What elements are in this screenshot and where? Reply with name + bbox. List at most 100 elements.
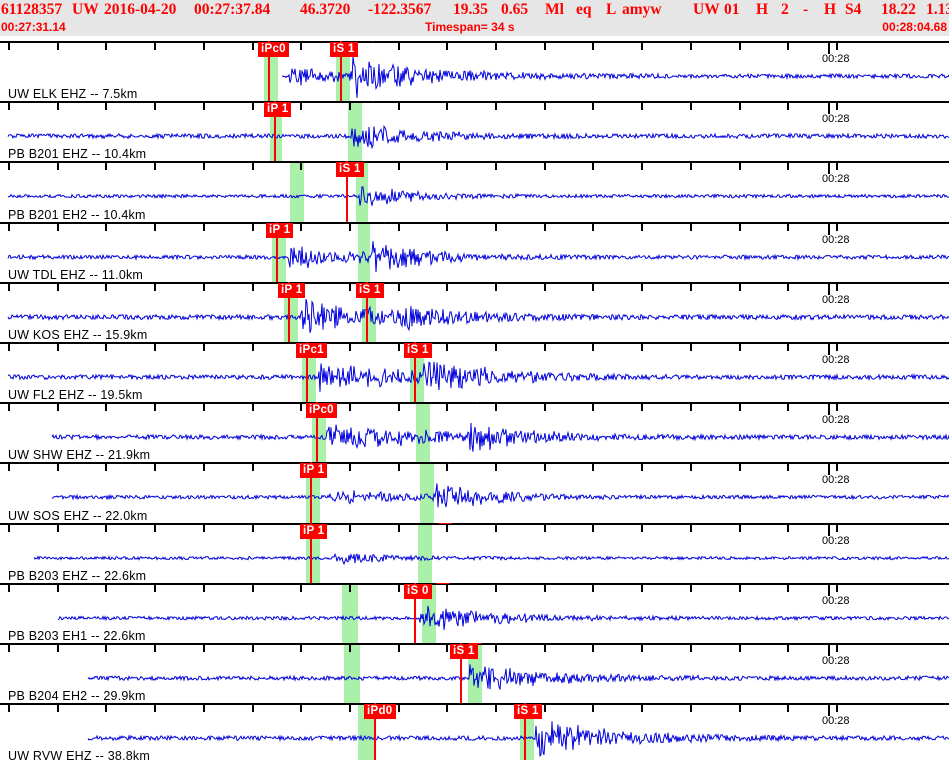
phase-pick-label[interactable]: iS 1 [336,162,364,178]
axis-tick [495,161,497,171]
axis-tick [739,703,741,713]
trace-row[interactable]: 00:28 iPd0 iS 1 UW RVW EHZ -- 38.8km [0,703,949,760]
waveform-trace [281,56,949,98]
axis-tick [592,221,594,231]
axis-tick [495,221,497,231]
axis-tick-label: 00:28 [822,173,850,186]
time-axis [0,462,949,465]
phase-pick-label[interactable]: iPc0 [306,403,337,419]
axis-tick [105,402,107,412]
phase-pick-marker [310,402,324,404]
phase-pick-line[interactable] [276,221,278,284]
axis-tick [105,101,107,111]
phase-pick-label[interactable]: iP 1 [266,222,294,238]
trace-row[interactable]: 00:28 iP 1 iS 1 UW KOS EHZ -- 15.9km [0,281,949,346]
event-origin-time: 00:27:37.84 [194,1,271,18]
phase-pick-line[interactable] [366,281,368,344]
axis-tick [495,522,497,532]
event-dash: - [803,1,809,18]
axis-tick [300,161,302,171]
phase-pick-label[interactable]: iS 1 [330,42,358,57]
axis-tick [154,41,156,50]
axis-tick [398,703,400,713]
trace-row[interactable]: 00:28 iP 1 PB B203 EHZ -- 22.6km [0,522,949,587]
axis-tick [398,161,400,171]
axis-tick-label: 00:28 [822,715,850,728]
phase-pick-line[interactable] [346,161,348,224]
trace-row[interactable]: 00:28 iP 1 PB B201 EHZ -- 10.4km [0,101,949,165]
phase-pick-marker [454,643,468,644]
axis-tick [105,643,107,652]
phase-pick-label[interactable]: iP 1 [300,523,328,539]
axis-tick-major [828,522,830,536]
axis-tick [739,402,741,412]
axis-tick [349,101,351,111]
phase-pick-label[interactable]: iPc1 [296,343,327,358]
phase-pick-label[interactable]: iS 0 [404,583,432,599]
phase-pick-line[interactable] [414,342,416,405]
phase-pick-label[interactable]: iPc0 [258,42,289,57]
trace-row[interactable]: 00:28 iS 0 PB B203 EH1 -- 22.6km [0,582,949,647]
trace-row[interactable]: 00:28 iS 1 PB B204 EH2 -- 29.9km [0,643,949,707]
axis-tick [544,462,546,472]
trace-row[interactable]: 00:28 iPc1 iS 1 UW FL2 EHZ -- 19.5km [0,342,949,406]
event-author: amyw [622,1,662,18]
axis-tick [446,643,448,652]
axis-tick [300,41,302,50]
phase-pick-line[interactable] [374,703,376,760]
phase-pick-line[interactable] [288,281,290,344]
coda-window-band [416,402,430,465]
axis-tick [252,342,254,351]
axis-tick [105,161,107,171]
time-axis [0,582,949,585]
trace-row[interactable]: 00:28 iPc0 iS 1 UW ELK EHZ -- 7.5km [0,41,949,105]
axis-tick-label: 00:28 [822,293,850,306]
phase-pick-label[interactable]: iPd0 [364,704,396,720]
axis-tick [739,342,741,351]
axis-tick [349,281,351,291]
time-axis [0,342,949,344]
axis-tick [787,281,789,291]
axis-tick [8,462,10,472]
amplitude-marker [378,221,392,223]
phase-pick-marker [300,342,314,343]
trace-row[interactable]: 00:28 iP 1 UW TDL EHZ -- 11.0km [0,221,949,286]
phase-pick-line[interactable] [340,41,342,104]
trace-row[interactable]: 00:28 iP 1 UW SOS EHZ -- 22.0km [0,462,949,526]
phase-pick-line[interactable] [316,402,318,465]
phase-pick-label[interactable]: iP 1 [264,102,292,118]
axis-tick [739,161,741,171]
axis-tick [836,462,838,472]
waveform-trace [51,483,949,508]
phase-pick-line[interactable] [274,101,276,164]
phase-pick-label[interactable]: iS 1 [450,644,478,659]
axis-tick [203,41,205,50]
phase-pick-label[interactable]: iP 1 [300,463,328,479]
waveform-trace [7,186,949,207]
phase-pick-label[interactable]: iP 1 [278,282,306,298]
waveform-trace [7,361,949,392]
station-label: UW RVW EHZ -- 38.8km [8,749,150,760]
phase-pick-line[interactable] [268,41,270,104]
phase-pick-line[interactable] [310,522,312,585]
station-label: UW ELK EHZ -- 7.5km [8,87,138,102]
phase-pick-line[interactable] [460,643,462,706]
axis-tick-major [828,703,830,717]
event-latitude: 46.3720 [300,1,351,18]
station-label: PB B203 EH1 -- 22.6km [8,628,146,643]
trace-row[interactable]: 00:28 iPc0 UW SHW EHZ -- 21.9km [0,402,949,466]
axis-tick [252,281,254,291]
axis-tick [544,522,546,532]
phase-pick-line[interactable] [414,582,416,645]
trace-row[interactable]: 00:28 iS 1 PB B201 EH2 -- 10.4km [0,161,949,225]
phase-pick-line[interactable] [524,703,526,760]
phase-pick-label[interactable]: iS 1 [356,282,384,298]
phase-pick-line[interactable] [306,342,308,405]
phase-pick-label[interactable]: iS 1 [404,343,432,358]
station-label: UW SHW EHZ -- 21.9km [8,448,151,463]
phase-pick-label[interactable]: iS 1 [514,704,542,720]
axis-tick [836,281,838,291]
station-label: PB B201 EHZ -- 10.4km [8,147,147,162]
axis-tick [787,522,789,532]
phase-pick-line[interactable] [310,462,312,525]
